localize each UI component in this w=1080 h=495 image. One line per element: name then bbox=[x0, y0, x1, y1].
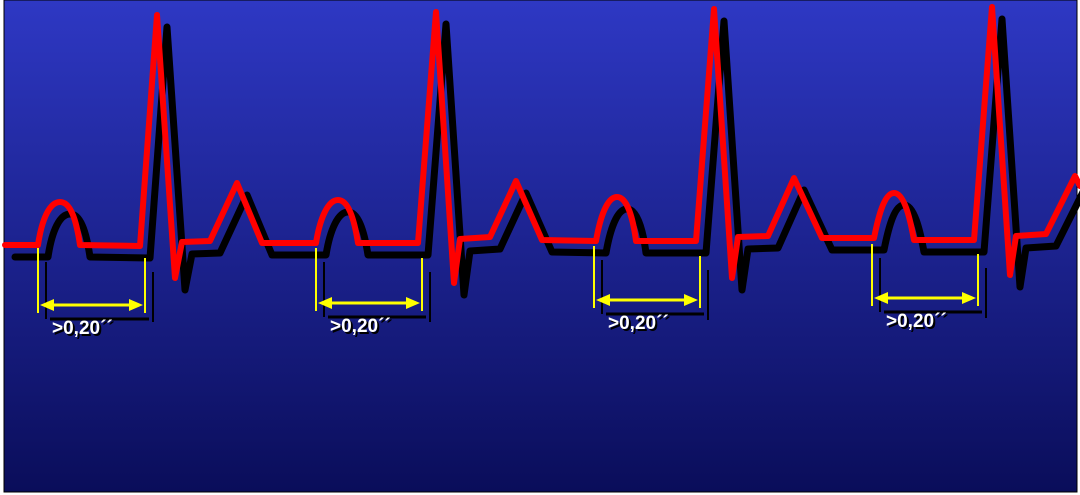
interval-label: >0,20´´ bbox=[886, 311, 947, 332]
interval-label: >0,20´´ bbox=[52, 318, 113, 339]
ecg-trace-line bbox=[2, 4, 1080, 286]
interval-label-shadow: >0,20´´ bbox=[332, 318, 393, 339]
marker-arrowhead-right bbox=[962, 292, 976, 304]
interval-label-shadow: >0,20´´ bbox=[610, 315, 671, 336]
marker-arrowhead-left bbox=[40, 299, 54, 311]
marker-arrowhead-right bbox=[129, 299, 143, 311]
interval-label-shadow: >0,20´´ bbox=[54, 320, 115, 341]
pr-interval-marker: >0,20´´>0,20´´ bbox=[37, 248, 154, 341]
pr-interval-marker: >0,20´´>0,20´´ bbox=[315, 248, 431, 339]
marker-arrowhead-right bbox=[684, 294, 698, 306]
marker-arrowhead-right bbox=[406, 297, 420, 309]
pr-interval-marker: >0,20´´>0,20´´ bbox=[871, 244, 987, 334]
pr-interval-marker: >0,20´´>0,20´´ bbox=[593, 246, 709, 336]
marker-arrowhead-left bbox=[874, 292, 888, 304]
interval-label-shadow: >0,20´´ bbox=[888, 313, 949, 334]
interval-label: >0,20´´ bbox=[608, 313, 669, 334]
marker-arrowhead-left bbox=[318, 297, 332, 309]
marker-arrowhead-left bbox=[596, 294, 610, 306]
pr-interval-markers: >0,20´´>0,20´´ >0,20´´>0,20´´ >0,20´´>0,20… bbox=[37, 244, 987, 341]
interval-label: >0,20´´ bbox=[330, 316, 391, 337]
ecg-trace bbox=[2, 4, 1080, 286]
